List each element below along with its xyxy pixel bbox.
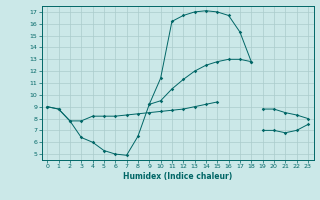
X-axis label: Humidex (Indice chaleur): Humidex (Indice chaleur) <box>123 172 232 181</box>
